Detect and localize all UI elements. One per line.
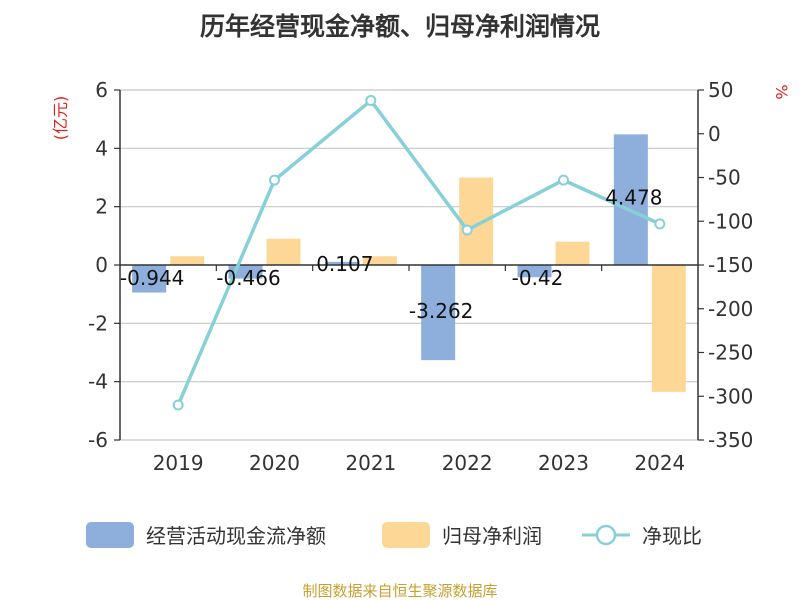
ratio-point [172, 399, 184, 411]
legend-label-cashflow: 经营活动现金流净额 [146, 524, 326, 548]
left-tick-label: 6 [95, 78, 108, 102]
x-tick-label: 2019 [153, 451, 204, 475]
cashflow-data-label: -0.944 [120, 266, 184, 290]
left-axis-unit: (亿元) [51, 96, 70, 141]
profit-bar [266, 238, 301, 265]
profit-bar [459, 177, 494, 265]
x-tick-label: 2023 [538, 451, 589, 475]
legend-marker-ratio [595, 524, 617, 546]
legend-label-profit: 归母净利润 [442, 524, 542, 548]
chart-title: 历年经营现金净额、归母净利润情况 [200, 12, 600, 41]
legend-swatch-profit [382, 522, 430, 548]
right-tick-label: -200 [708, 297, 753, 321]
left-tick-label: -2 [88, 311, 108, 335]
bars [132, 134, 686, 392]
cashflow-data-label: -0.466 [216, 266, 280, 290]
cashflow-bar [613, 134, 648, 265]
ratio-line-path [176, 97, 661, 406]
axes [114, 89, 704, 441]
right-tick-label: 50 [708, 78, 733, 102]
x-tick-label: 2024 [634, 451, 685, 475]
ratio-point [654, 218, 666, 230]
x-tick-label: 2021 [345, 451, 396, 475]
cashflow-data-label: 0.107 [316, 252, 373, 276]
left-tick-label: -4 [88, 370, 108, 394]
cashflow-data-label: -0.42 [512, 266, 564, 290]
right-axis-unit: % [772, 84, 791, 99]
ratio-point [461, 224, 473, 236]
right-tick-label: -50 [708, 166, 741, 190]
left-tick-label: 2 [95, 195, 108, 219]
right-tick-label: -300 [708, 384, 753, 408]
right-tick-label: -150 [708, 253, 753, 277]
left-tick-label: 0 [95, 253, 108, 277]
ratio-point [558, 174, 569, 186]
profit-bar [362, 256, 397, 265]
x-tick-label: 2022 [442, 451, 493, 475]
cashflow-data-label: -3.262 [409, 299, 473, 323]
cashflow-bar [324, 261, 359, 265]
legend-label-ratio: 净现比 [642, 524, 702, 548]
right-tick-label: -100 [708, 209, 753, 233]
right-tick-label: 0 [708, 122, 721, 146]
x-tick-label: 2020 [249, 451, 300, 475]
cashflow-data-label: 4.478 [605, 185, 662, 209]
data-labels: -0.944 -0.466 0.107 -3.262 -0.42 4.478 [120, 185, 663, 323]
left-tick-label: 4 [95, 136, 108, 160]
right-tick-label: -250 [708, 341, 753, 365]
cashflow-bar [517, 265, 552, 278]
right-tick-label: -350 [708, 428, 753, 452]
tick-labels: -6 -4 -2 0 2 4 6 -350 -300 -250 -200 -150 -100 -50 0 50… [88, 78, 753, 475]
profit-bar [170, 256, 205, 265]
left-tick-label: -6 [88, 428, 108, 452]
source-note: 制图数据来自恒生聚源数据库 [302, 582, 497, 600]
legend: 经营活动现金流净额 归母净利润 净现比 [86, 522, 702, 548]
ratio-line [172, 95, 666, 411]
ratio-point [365, 95, 377, 106]
legend-swatch-cashflow [86, 522, 134, 548]
cashflow-bar [421, 265, 456, 361]
profit-bar [555, 241, 590, 265]
ratio-point [269, 174, 280, 186]
profit-bar [651, 265, 686, 392]
cashflow-bar [132, 265, 167, 293]
grid [120, 89, 698, 441]
